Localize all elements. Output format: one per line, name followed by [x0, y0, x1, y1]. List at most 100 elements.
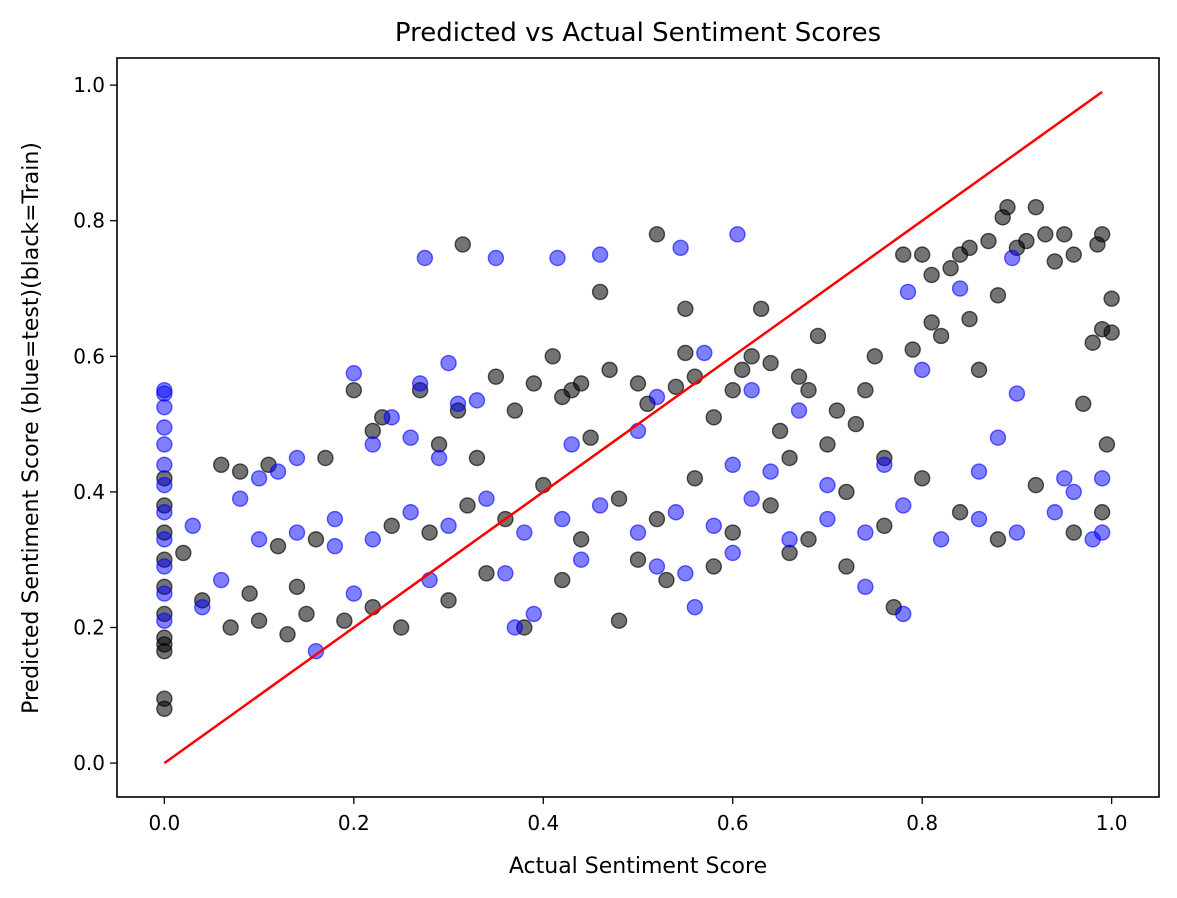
train-point [658, 571, 675, 589]
test-point [876, 456, 893, 473]
train-point [866, 348, 884, 365]
test-point [648, 388, 666, 406]
train-point [212, 456, 230, 473]
test-point [411, 375, 429, 392]
test-point [554, 510, 571, 528]
train-point [705, 558, 722, 575]
train-point [250, 612, 268, 629]
test-point [156, 585, 173, 602]
identity-line-layer [163, 90, 1103, 765]
train-point [942, 259, 959, 277]
train-point [648, 510, 666, 528]
y-axis-ticks: 0.0 0.2 0.4 0.6 0.8 1.0 [73, 73, 117, 775]
train-point [440, 592, 457, 609]
train-point [629, 551, 647, 568]
train-point [1103, 324, 1120, 341]
train-point [781, 449, 798, 467]
x-axis-label: Actual Sentiment Score [509, 854, 767, 879]
test-point [525, 605, 542, 623]
train-point [610, 612, 628, 629]
train-point [383, 517, 400, 535]
test-point [677, 565, 694, 582]
test-point [156, 436, 173, 453]
test-point [345, 585, 363, 602]
test-point [895, 497, 912, 514]
test-point [819, 510, 836, 528]
train-point [1098, 436, 1116, 453]
test-point [231, 490, 249, 507]
train-point [980, 232, 997, 250]
test-point [672, 239, 689, 257]
test-point [326, 510, 344, 528]
train-point [762, 497, 779, 514]
test-point [1046, 504, 1064, 521]
train-point [421, 524, 438, 541]
test-point [572, 551, 590, 568]
train-point [336, 612, 353, 629]
train-point [1089, 236, 1106, 253]
test-point [790, 402, 808, 419]
test-point [591, 497, 609, 514]
train-point [970, 361, 988, 379]
plot-frame [116, 57, 1160, 798]
y-tick-label: 0.6 [73, 344, 105, 368]
train-point [989, 531, 1007, 548]
test-point [1084, 531, 1101, 548]
x-tick-label: 0.2 [338, 811, 370, 835]
test-point [440, 354, 457, 372]
test-point [724, 544, 741, 562]
test-point [549, 249, 566, 267]
train-point [961, 239, 978, 257]
test-point [156, 398, 173, 416]
test-point [743, 490, 760, 507]
test-point [345, 365, 363, 382]
train-point [724, 382, 741, 399]
test-point [212, 571, 230, 589]
test-point [156, 558, 173, 575]
train-point [857, 382, 874, 399]
train-point [241, 585, 258, 602]
train-point [819, 436, 836, 453]
train-point [781, 544, 798, 562]
test-point [1065, 483, 1082, 501]
train-point [895, 246, 912, 263]
test-point [932, 531, 950, 548]
train-point [686, 470, 704, 487]
train-point [1065, 246, 1082, 263]
test-point [440, 517, 457, 535]
train-point [876, 517, 893, 535]
train-point [156, 690, 173, 707]
train-point [279, 626, 296, 643]
train-point [156, 629, 173, 646]
train-point [459, 497, 476, 514]
train-point [913, 470, 931, 487]
y-tick-label: 0.2 [73, 616, 105, 640]
train-point [790, 368, 808, 385]
train-point [1093, 504, 1111, 521]
train-point [1084, 334, 1101, 351]
test-point [951, 280, 969, 297]
test-point [857, 524, 874, 541]
train-point [734, 361, 751, 379]
train-point [677, 344, 694, 362]
test-point [989, 429, 1007, 446]
train-point [809, 327, 827, 345]
train-point [913, 246, 931, 263]
test-point [468, 392, 486, 409]
test-point [913, 361, 931, 379]
test-point [686, 598, 704, 616]
train-point [705, 409, 722, 426]
test-point [156, 476, 173, 494]
test-point [1008, 385, 1026, 402]
y-tick-label: 0.8 [73, 209, 105, 233]
train-point [582, 429, 599, 446]
train-point [487, 368, 505, 385]
train-point [648, 226, 666, 243]
test-point [250, 470, 268, 487]
test-point [696, 344, 713, 362]
x-tick-label: 0.6 [717, 811, 749, 835]
scatter-points [156, 198, 1120, 718]
test-point [667, 504, 685, 521]
train-point [222, 619, 239, 636]
x-tick-label: 1.0 [1096, 811, 1128, 835]
